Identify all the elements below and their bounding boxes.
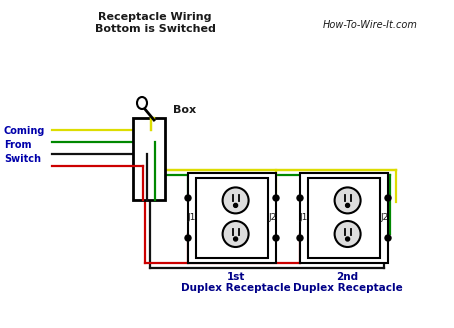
Circle shape — [273, 195, 279, 201]
Bar — [188, 173, 276, 263]
Circle shape — [345, 237, 350, 241]
Text: J2: J2 — [381, 214, 389, 222]
Text: How-To-Wire-It.com: How-To-Wire-It.com — [322, 20, 417, 30]
Circle shape — [234, 203, 237, 207]
Circle shape — [185, 195, 191, 201]
Circle shape — [385, 235, 391, 241]
Text: Bottom is Switched: Bottom is Switched — [94, 24, 216, 34]
Text: Coming
From
Switch: Coming From Switch — [4, 126, 45, 164]
Circle shape — [335, 187, 360, 214]
Ellipse shape — [137, 97, 147, 109]
Circle shape — [335, 221, 360, 247]
Circle shape — [297, 235, 303, 241]
Circle shape — [185, 235, 191, 241]
Circle shape — [234, 237, 237, 241]
Bar — [133, 118, 165, 200]
Bar — [308, 178, 380, 258]
Text: 2nd: 2nd — [336, 272, 359, 282]
Circle shape — [297, 195, 303, 201]
Circle shape — [222, 221, 249, 247]
Text: 1st: 1st — [227, 272, 245, 282]
Circle shape — [273, 235, 279, 241]
Text: Box: Box — [173, 105, 196, 115]
Text: Duplex Receptacle: Duplex Receptacle — [293, 283, 403, 293]
Circle shape — [385, 195, 391, 201]
Text: Receptacle Wiring: Receptacle Wiring — [98, 12, 212, 22]
Text: Duplex Receptacle: Duplex Receptacle — [181, 283, 291, 293]
Bar — [300, 173, 388, 263]
Text: J1: J1 — [188, 214, 196, 222]
Bar — [196, 178, 268, 258]
Text: J1: J1 — [300, 214, 308, 222]
Circle shape — [222, 187, 249, 214]
Circle shape — [345, 203, 350, 207]
Text: J2: J2 — [269, 214, 277, 222]
